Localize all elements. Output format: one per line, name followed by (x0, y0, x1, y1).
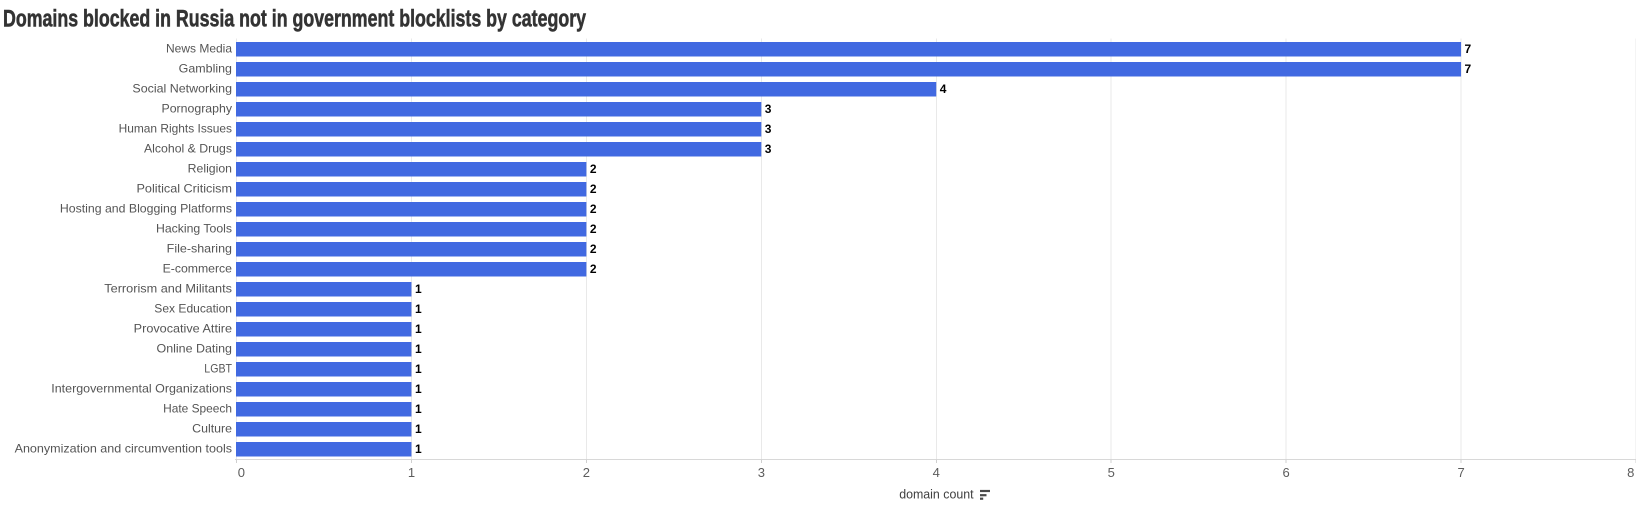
svg-text:Gambling: Gambling (179, 62, 232, 76)
svg-text:3: 3 (758, 465, 765, 480)
svg-text:5: 5 (1108, 465, 1115, 480)
svg-text:1: 1 (408, 465, 415, 480)
svg-text:Religion: Religion (188, 162, 232, 176)
svg-text:Domains blocked in Russia not: Domains blocked in Russia not in governm… (3, 6, 586, 33)
svg-text:Intergovernmental Organization: Intergovernmental Organizations (51, 382, 232, 396)
svg-text:4: 4 (933, 465, 940, 480)
svg-text:Human Rights Issues: Human Rights Issues (119, 122, 232, 136)
svg-text:7: 7 (1457, 465, 1464, 480)
svg-text:0: 0 (238, 465, 245, 480)
svg-text:8: 8 (1627, 465, 1634, 480)
svg-text:1: 1 (415, 322, 422, 336)
svg-text:1: 1 (415, 302, 422, 316)
svg-text:Alcohol & Drugs: Alcohol & Drugs (144, 142, 232, 156)
svg-text:Pornography: Pornography (162, 102, 233, 116)
svg-text:4: 4 (940, 82, 947, 96)
svg-text:6: 6 (1283, 465, 1290, 480)
svg-text:1: 1 (415, 382, 422, 396)
svg-text:2: 2 (590, 242, 597, 256)
svg-text:2: 2 (590, 222, 597, 236)
svg-text:Political Criticism: Political Criticism (137, 182, 233, 196)
svg-text:2: 2 (590, 162, 597, 176)
svg-text:Social Networking: Social Networking (132, 82, 232, 96)
svg-text:7: 7 (1465, 42, 1472, 56)
svg-text:1: 1 (415, 422, 422, 436)
svg-text:2: 2 (590, 262, 597, 276)
svg-text:News Media: News Media (166, 42, 232, 56)
svg-text:3: 3 (765, 142, 772, 156)
svg-text:E-commerce: E-commerce (163, 262, 233, 276)
svg-text:3: 3 (765, 122, 772, 136)
svg-text:1: 1 (415, 362, 422, 376)
svg-text:1: 1 (415, 342, 422, 356)
svg-text:Anonymization and circumventio: Anonymization and circumvention tools (15, 442, 232, 456)
svg-text:File-sharing: File-sharing (167, 242, 232, 256)
svg-text:1: 1 (415, 442, 422, 456)
svg-text:3: 3 (765, 102, 772, 116)
svg-text:1: 1 (415, 402, 422, 416)
svg-text:Culture: Culture (192, 422, 232, 436)
svg-text:2: 2 (583, 465, 590, 480)
svg-text:2: 2 (590, 202, 597, 216)
svg-text:Online Dating: Online Dating (157, 342, 233, 356)
svg-text:2: 2 (590, 182, 597, 196)
svg-text:1: 1 (415, 282, 422, 296)
svg-text:Hacking Tools: Hacking Tools (156, 222, 232, 236)
svg-text:Provocative Attire: Provocative Attire (134, 322, 233, 336)
svg-text:Hate Speech: Hate Speech (163, 402, 232, 416)
svg-text:Terrorism and Militants: Terrorism and Militants (104, 282, 232, 296)
svg-text:Hosting and Blogging Platforms: Hosting and Blogging Platforms (60, 202, 232, 216)
svg-text:domain count: domain count (899, 487, 974, 502)
svg-text:Sex Education: Sex Education (154, 302, 232, 316)
svg-text:LGBT: LGBT (204, 362, 232, 376)
svg-text:7: 7 (1465, 62, 1472, 76)
